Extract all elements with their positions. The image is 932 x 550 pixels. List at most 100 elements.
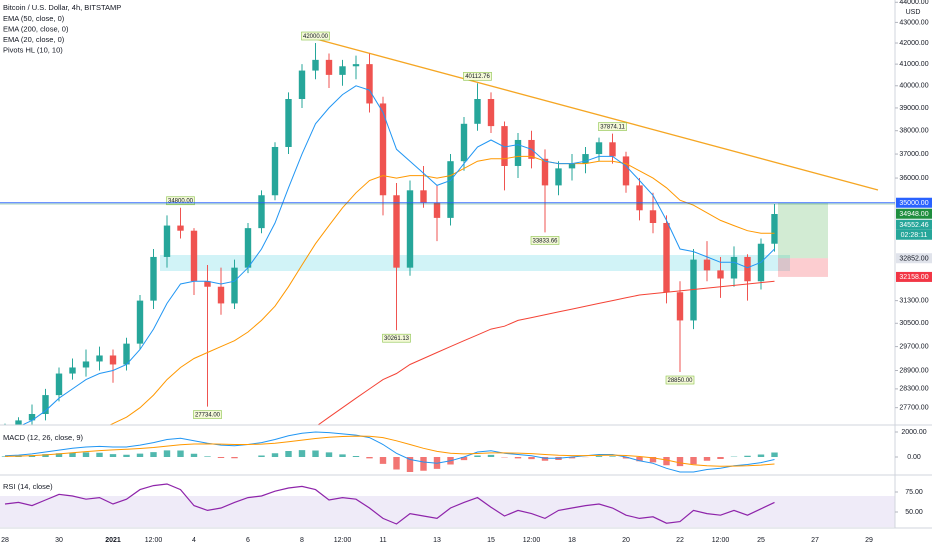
macd-histogram-bar <box>163 450 171 457</box>
macd-histogram-bar <box>393 457 400 470</box>
candle-body <box>447 161 454 218</box>
x-tick-label: 27 <box>811 537 819 544</box>
candle-body <box>663 222 670 293</box>
candle-body <box>42 395 49 415</box>
candle-body <box>582 154 589 164</box>
x-tick-label: 12:00 <box>145 537 163 544</box>
pivot-label: 30261.13 <box>384 336 410 342</box>
x-tick-label: 20 <box>622 537 630 544</box>
x-tick-label: 18 <box>568 537 576 544</box>
x-tick-label: 29 <box>865 537 873 544</box>
macd-histogram-bar <box>717 457 724 459</box>
price-label-box <box>896 197 932 208</box>
macd-histogram-bar <box>109 454 117 457</box>
y-tick-label: 39000.00 <box>899 105 928 112</box>
macd-histogram-bar <box>1 456 9 457</box>
candle-body <box>474 99 481 124</box>
candle-body <box>420 190 427 203</box>
pivot-box <box>382 333 411 343</box>
candle-body <box>433 202 441 218</box>
y-tick-label: 31300.00 <box>899 297 928 304</box>
candle-body <box>69 367 76 374</box>
price-label-box <box>896 219 932 230</box>
macd-histogram-bar <box>204 456 211 457</box>
candle-body <box>744 256 751 282</box>
legend-entry: EMA (20, close, 0) <box>3 35 65 44</box>
pivot-box <box>665 375 695 385</box>
pivot-box <box>530 236 560 245</box>
countdown-box <box>896 229 932 240</box>
y-tick-label: 28300.00 <box>899 386 928 393</box>
macd-histogram-bar <box>312 450 319 457</box>
macd-histogram-bar <box>636 457 643 462</box>
candle-body <box>717 270 724 279</box>
candle-body <box>204 281 211 287</box>
pivot-box <box>598 122 627 131</box>
macd-line <box>4 431 775 473</box>
candle-body <box>595 142 603 155</box>
candle-body <box>541 158 549 186</box>
y-tick-label: 40000.00 <box>899 83 928 90</box>
price-label: 35000.00 <box>899 200 928 207</box>
macd-histogram-bar <box>420 457 427 471</box>
macd-histogram-bar <box>406 457 414 472</box>
y-tick-label: 42000.00 <box>899 40 928 47</box>
candle-body <box>271 146 279 196</box>
macd-histogram-bar <box>96 452 103 457</box>
candle-body <box>96 355 103 362</box>
candle-body <box>366 64 373 104</box>
y-tick-label: 41000.00 <box>899 61 928 68</box>
pivot-label: 34800.00 <box>168 199 194 205</box>
legend-entry: Pivots HL (10, 10) <box>3 45 63 54</box>
macd-histogram-bar <box>568 457 576 459</box>
macd-histogram-bar <box>82 452 90 457</box>
y-tick-label: 28900.00 <box>899 367 928 374</box>
candle-body <box>487 99 495 127</box>
candle-body <box>460 123 468 162</box>
macd-histogram-bar <box>177 450 184 457</box>
price-label-box <box>896 208 932 219</box>
price-label: 34948.00 <box>899 211 928 218</box>
macd-title: MACD (12, 26, close, 9) <box>3 433 84 442</box>
trend-line <box>315 38 879 191</box>
candle-body <box>406 190 414 268</box>
pivot-label: 28850.00 <box>667 378 693 384</box>
rsi-title: RSI (14, close) <box>3 482 53 491</box>
candle-body <box>771 214 778 244</box>
macd-histogram-bar <box>703 457 711 461</box>
macd-histogram-bar <box>514 457 522 459</box>
x-tick-label: 6 <box>246 537 250 544</box>
candle-body <box>730 256 738 279</box>
macd-histogram-bar <box>298 450 306 457</box>
pivot-label: 33833.66 <box>532 238 558 244</box>
candle-body <box>163 225 171 257</box>
x-tick-label: 8 <box>300 537 304 544</box>
candle-body <box>123 343 130 365</box>
x-tick-label: 12:00 <box>712 537 730 544</box>
candle-body <box>514 139 522 166</box>
pivot-box <box>301 31 330 41</box>
x-tick-label: 28 <box>1 537 9 544</box>
y-tick-label: 50.00 <box>905 509 923 516</box>
macd-histogram-bar <box>379 457 387 464</box>
macd-histogram-bar <box>258 455 265 457</box>
macd-pane <box>1 431 778 473</box>
candle-body <box>325 59 333 75</box>
candle-body <box>555 168 562 186</box>
macd-histogram-bar <box>325 452 333 457</box>
price-label: 34552.46 <box>899 222 928 229</box>
macd-histogram-bar <box>528 457 535 460</box>
x-tick-label: 12:00 <box>523 537 541 544</box>
macd-histogram-bar <box>352 456 360 457</box>
macd-histogram-bar <box>474 455 481 457</box>
macd-histogram-bar <box>271 453 279 457</box>
pivot-label: 27734.00 <box>195 412 221 418</box>
candle-body <box>177 225 184 231</box>
macd-histogram-bar <box>609 456 616 457</box>
macd-histogram-bar <box>622 457 630 459</box>
candle-body <box>501 126 508 166</box>
countdown-label: 02:28:11 <box>901 232 928 239</box>
signal-line <box>4 435 775 467</box>
pivot-box <box>463 71 492 81</box>
